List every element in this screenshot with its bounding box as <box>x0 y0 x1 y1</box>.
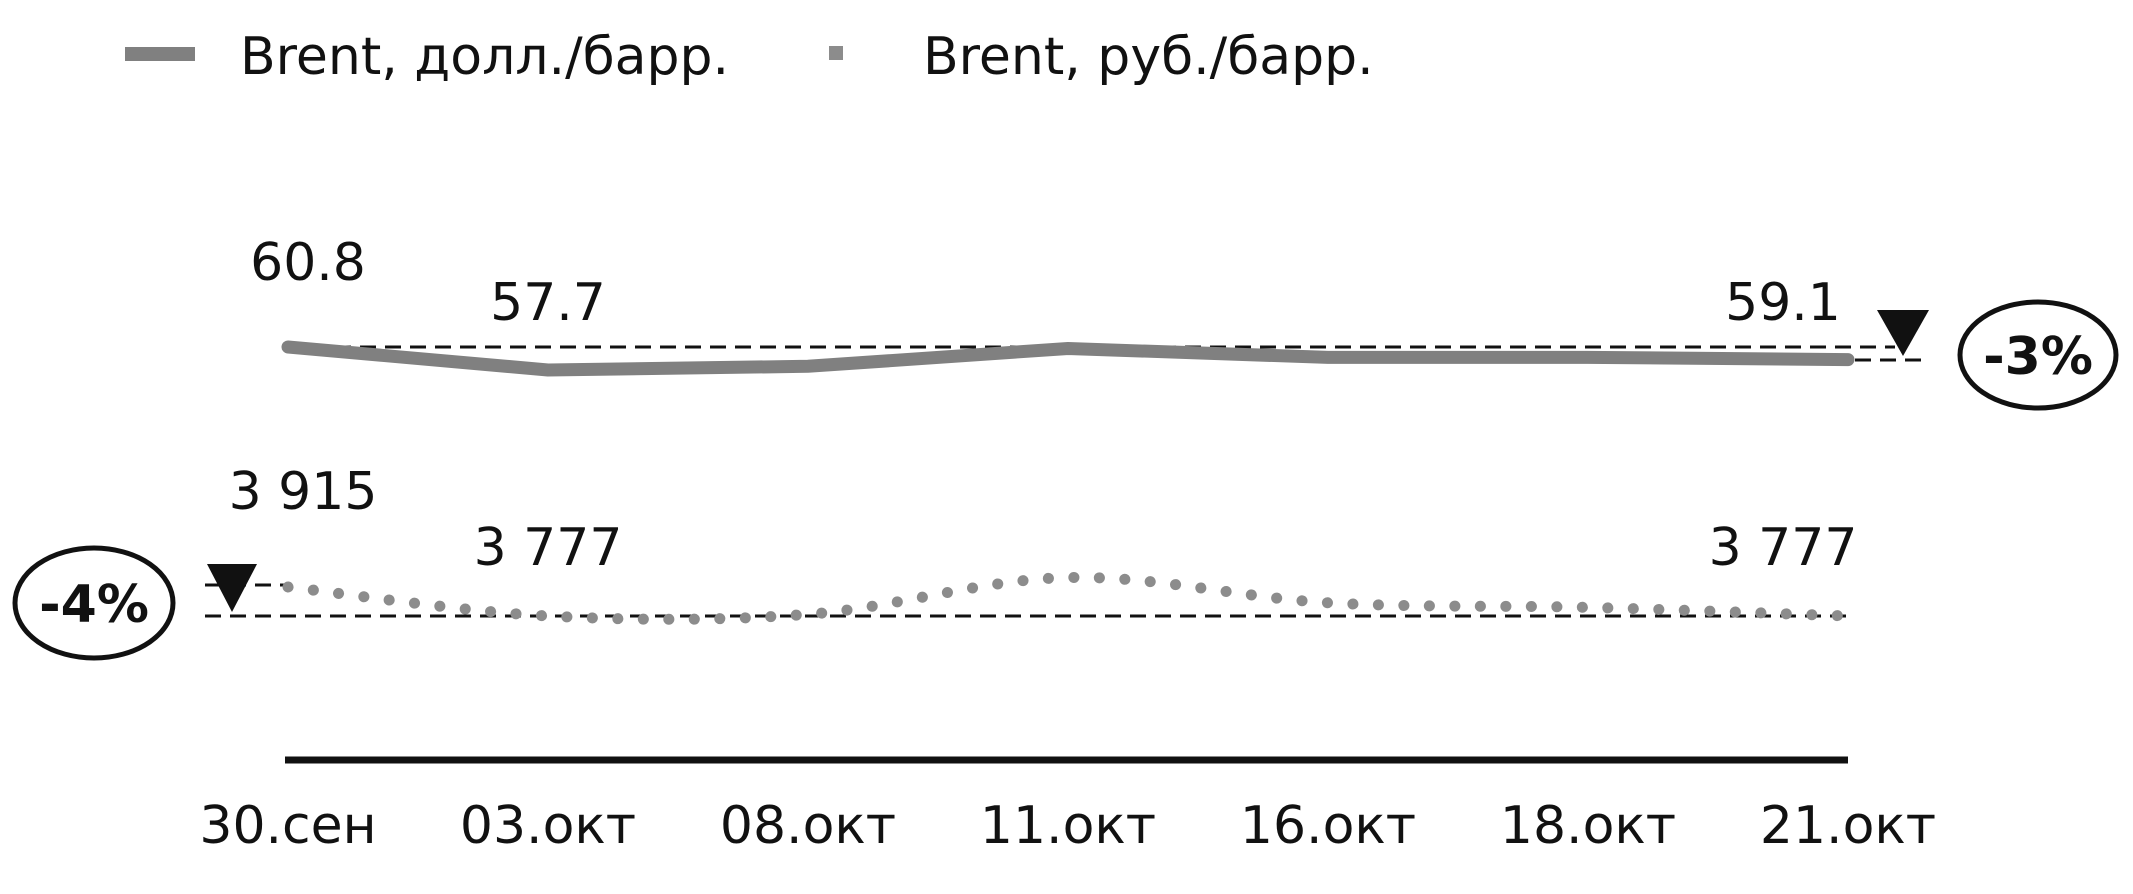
down-triangle-icon <box>1877 310 1929 356</box>
down-triangle-icon <box>207 564 257 612</box>
usd-change-badge <box>1957 299 2119 411</box>
data-label-usd: 57.7 <box>490 273 606 333</box>
x-tick-label: 21.окт <box>1760 796 1936 856</box>
x-tick-label: 08.окт <box>720 796 896 856</box>
legend: Brent, долл./барр. Brent, руб./барр. <box>125 27 1374 87</box>
data-point-rub <box>547 615 549 617</box>
x-tick-label: 18.окт <box>1500 796 1676 856</box>
data-label-rub: 3 777 <box>1709 518 1858 578</box>
series-line-rub <box>282 571 1854 625</box>
rub-change-badge <box>12 545 176 661</box>
data-label-usd: 59.1 <box>1725 273 1841 333</box>
legend-label-usd: Brent, долл./барр. <box>240 27 729 87</box>
legend-swatch-rub <box>829 46 843 60</box>
x-tick-label: 16.окт <box>1240 796 1416 856</box>
x-tick-label: 03.окт <box>460 796 636 856</box>
x-axis-tick-labels: 30.сен 03.окт 08.окт 11.окт 16.окт 18.окт 21.о… <box>199 796 1936 856</box>
x-tick-label: 30.сен <box>199 796 376 856</box>
data-label-rub: 3 777 <box>474 518 623 578</box>
rub-change-marker: -4% <box>12 545 257 661</box>
legend-label-rub: Brent, руб./барр. <box>923 27 1374 87</box>
series-layer <box>281 340 1855 625</box>
usd-change-marker: -3% <box>1877 299 2119 411</box>
series-line-usd <box>281 340 1855 377</box>
data-labels: 60.8 57.7 59.1 3 915 3 777 3 777 <box>229 233 1858 578</box>
x-tick-label: 11.окт <box>980 796 1156 856</box>
usd-change-label: -3% <box>1983 327 2093 387</box>
data-label-rub: 3 915 <box>229 462 378 522</box>
data-label-usd: 60.8 <box>250 233 366 293</box>
rub-change-label: -4% <box>39 575 149 635</box>
